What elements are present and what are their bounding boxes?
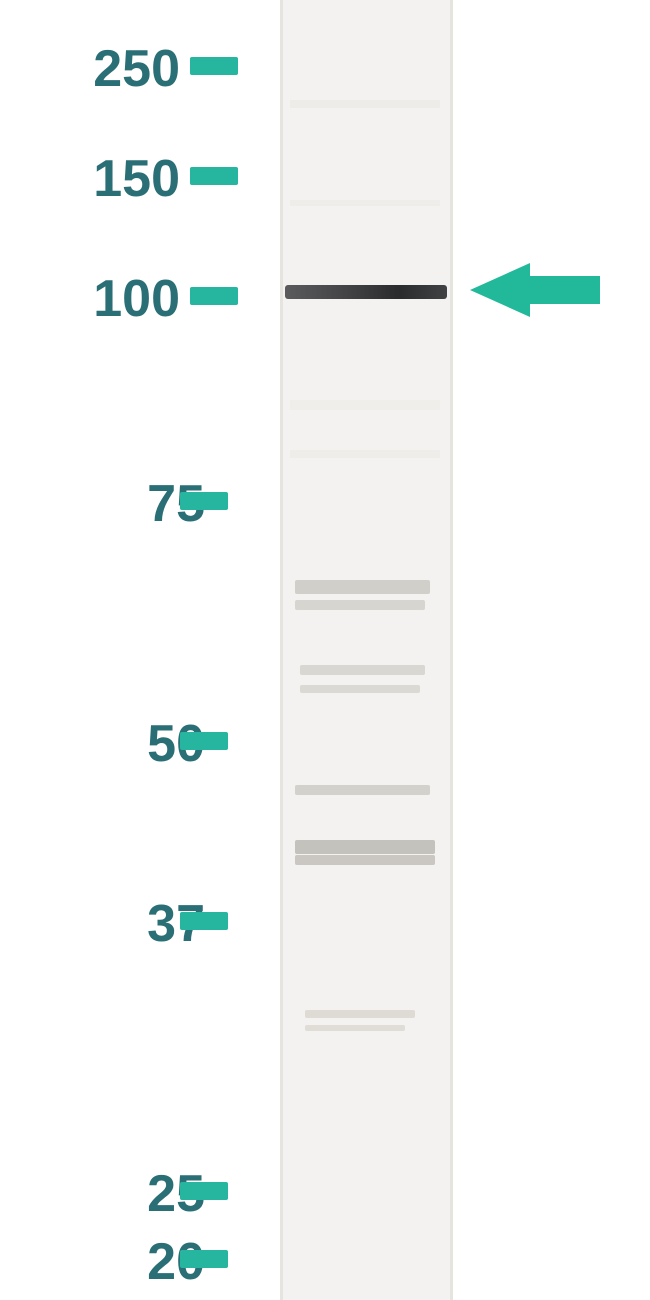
band-indicator-arrow bbox=[470, 263, 600, 318]
faint-band bbox=[300, 665, 425, 675]
mw-marker-dash-150 bbox=[190, 167, 238, 185]
lane-noise bbox=[290, 400, 440, 410]
lane-noise bbox=[290, 450, 440, 458]
faint-band bbox=[295, 785, 430, 795]
lane-noise bbox=[290, 200, 440, 206]
mw-marker-label-100: 100 bbox=[70, 269, 180, 329]
faint-band bbox=[295, 580, 430, 594]
western-blot-container: 2501501007550372520 bbox=[0, 0, 650, 1300]
lane-right-edge bbox=[450, 0, 453, 1300]
mw-marker-dash-20 bbox=[180, 1250, 228, 1268]
arrow-shaft bbox=[530, 276, 600, 304]
faint-band bbox=[305, 1025, 405, 1031]
mw-marker-label-250: 250 bbox=[70, 39, 180, 99]
faint-band bbox=[300, 685, 420, 693]
mw-marker-dash-75 bbox=[180, 492, 228, 510]
mw-marker-dash-100 bbox=[190, 287, 238, 305]
faint-band bbox=[295, 855, 435, 865]
arrow-head-icon bbox=[470, 263, 530, 317]
faint-band bbox=[305, 1010, 415, 1018]
blot-lane bbox=[280, 0, 450, 1300]
lane-noise bbox=[290, 100, 440, 108]
mw-marker-dash-50 bbox=[180, 732, 228, 750]
mw-marker-dash-25 bbox=[180, 1182, 228, 1200]
mw-marker-dash-250 bbox=[190, 57, 238, 75]
main-protein-band bbox=[285, 285, 447, 299]
faint-band bbox=[295, 840, 435, 854]
faint-band bbox=[295, 600, 425, 610]
mw-marker-label-150: 150 bbox=[70, 149, 180, 209]
lane-left-edge bbox=[280, 0, 283, 1300]
mw-marker-dash-37 bbox=[180, 912, 228, 930]
